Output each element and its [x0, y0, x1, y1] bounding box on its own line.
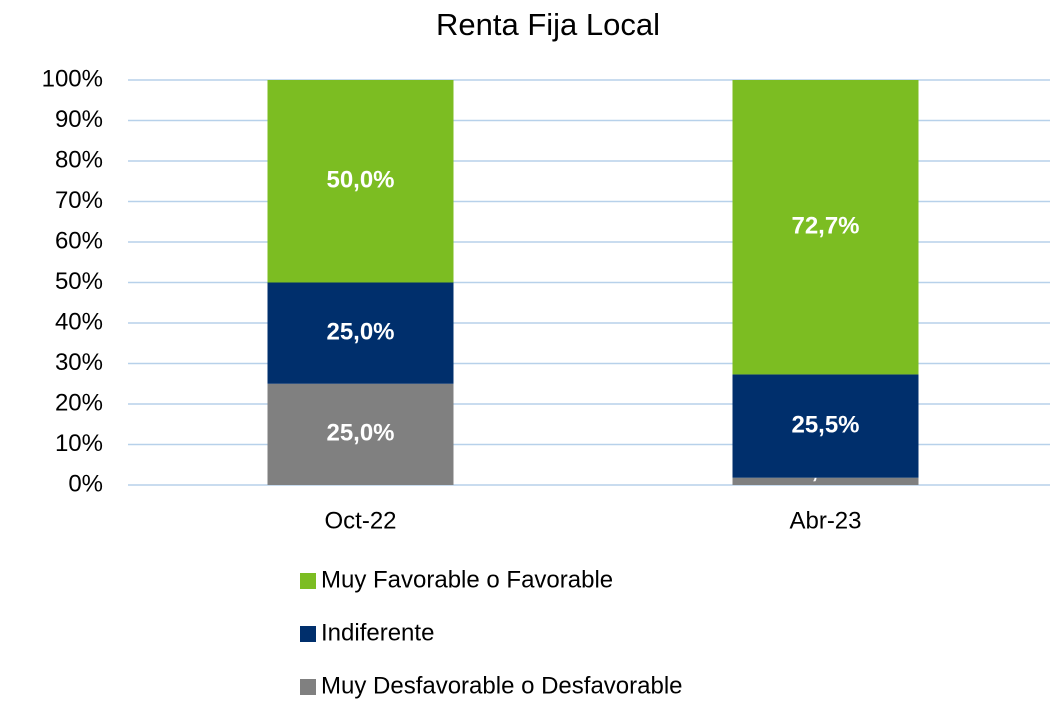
value-label: 50,0%	[326, 167, 394, 194]
value-label: 25,5%	[791, 411, 859, 438]
bar-segment	[267, 80, 454, 283]
legend-swatch	[300, 679, 316, 695]
y-tick-label: 70%	[55, 187, 103, 214]
y-tick-label: 60%	[55, 227, 103, 254]
legend-label: Indiferente	[321, 619, 434, 646]
y-tick-label: 40%	[55, 308, 103, 335]
chart-title: Renta Fija Local	[436, 7, 660, 42]
y-tick-label: 10%	[55, 430, 103, 457]
y-tick-label: 80%	[55, 146, 103, 173]
y-tick-label: 20%	[55, 389, 103, 416]
bar-segment	[732, 477, 919, 485]
value-label: 25,0%	[326, 318, 394, 345]
y-tick-label: 0%	[68, 470, 103, 497]
value-label: 72,7%	[791, 213, 859, 240]
y-tick-label: 30%	[55, 349, 103, 376]
value-label: 25,0%	[326, 420, 394, 447]
bar-segment	[267, 282, 454, 384]
x-tick-label: Oct-22	[324, 507, 396, 534]
legend-swatch	[300, 626, 316, 642]
legend-label: Muy Favorable o Favorable	[321, 566, 613, 593]
bar-segment	[267, 383, 454, 485]
bar-segment	[732, 374, 919, 478]
y-tick-label: 90%	[55, 106, 103, 133]
legend-swatch	[300, 573, 316, 589]
y-tick-label: 100%	[42, 65, 103, 92]
y-tick-label: 50%	[55, 268, 103, 295]
x-tick-label: Abr-23	[789, 507, 861, 534]
legend-label: Muy Desfavorable o Desfavorable	[321, 672, 683, 699]
bar-segment	[732, 80, 919, 375]
